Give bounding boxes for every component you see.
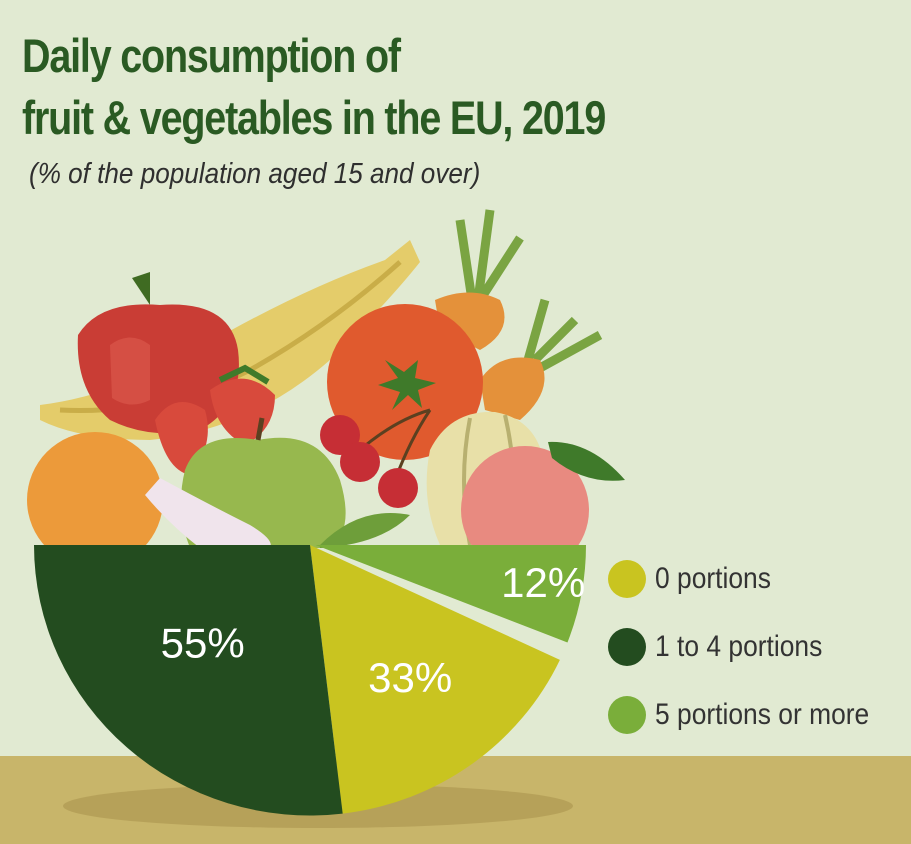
legend-item: 5 portions or more bbox=[608, 696, 898, 734]
legend-swatch bbox=[608, 628, 646, 666]
garlic-icon bbox=[145, 478, 271, 548]
cherry-icon-2 bbox=[340, 442, 380, 482]
data-label-5-portions-or-more: 12% bbox=[501, 559, 585, 606]
legend-label: 5 portions or more bbox=[655, 698, 870, 731]
pie-slice-0-portions bbox=[310, 545, 560, 814]
legend-label: 0 portions bbox=[655, 562, 771, 595]
pepper-stem-icon bbox=[132, 272, 150, 305]
chart-subtitle: (% of the population aged 15 and over) bbox=[29, 158, 481, 190]
carrot-leaves-icon bbox=[455, 209, 524, 303]
carrot-icon-2 bbox=[480, 357, 545, 420]
chart-title-line-2: fruit & vegetables in the EU, 2019 bbox=[22, 91, 606, 144]
legend-swatch bbox=[608, 560, 646, 598]
bowl-pie-chart: 12% 33% 55% bbox=[34, 545, 586, 816]
data-label-0-portions: 33% bbox=[368, 654, 452, 701]
pie-slice-1-to-4-portions bbox=[34, 545, 343, 816]
chart-title-line-1: Daily consumption of bbox=[22, 29, 401, 82]
peach-icon bbox=[461, 446, 589, 574]
strawberry-icon-2 bbox=[210, 378, 275, 445]
orange-icon bbox=[27, 432, 163, 568]
cherry-icon-3 bbox=[378, 468, 418, 508]
data-label-1-to-4-portions: 55% bbox=[161, 619, 245, 666]
pie-slice-5-portions-or-more bbox=[315, 545, 586, 643]
legend-item: 0 portions bbox=[608, 560, 787, 598]
legend-label: 1 to 4 portions bbox=[655, 630, 823, 663]
pea-pod-icon bbox=[320, 513, 410, 548]
fruit-illustration bbox=[27, 209, 625, 574]
legend-swatch bbox=[608, 696, 646, 734]
legend-item: 1 to 4 portions bbox=[608, 628, 845, 666]
